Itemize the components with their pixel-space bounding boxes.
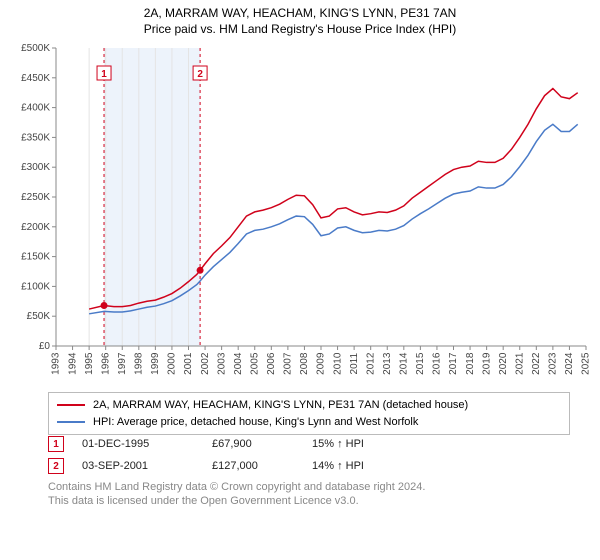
chart-svg: £0 £50K £100K £150K £200K £250K £300K £350K £400…: [8, 44, 592, 384]
svg-text:2002: 2002: [200, 352, 211, 375]
svg-text:£500K: £500K: [21, 44, 50, 54]
svg-text:1998: 1998: [134, 352, 145, 375]
svg-text:2000: 2000: [167, 352, 178, 375]
svg-text:£150K: £150K: [21, 252, 50, 263]
svg-text:2003: 2003: [216, 352, 227, 375]
svg-text:2017: 2017: [448, 352, 459, 375]
svg-text:2012: 2012: [365, 352, 376, 375]
sale-marker-2: 2: [48, 458, 64, 474]
svg-text:1997: 1997: [117, 352, 128, 375]
svg-text:2009: 2009: [316, 352, 327, 375]
legend-swatch-hpi: [57, 421, 85, 423]
svg-text:£0: £0: [39, 341, 51, 352]
sale-marker-1: 1: [48, 436, 64, 452]
svg-text:2013: 2013: [382, 352, 393, 375]
svg-text:1996: 1996: [100, 352, 111, 375]
svg-text:£250K: £250K: [21, 192, 50, 203]
title-line1: 2A, MARRAM WAY, HEACHAM, KING'S LYNN, PE…: [0, 6, 600, 22]
svg-text:£50K: £50K: [27, 311, 51, 322]
sale-row-2: 2 03-SEP-2001 £127,000 14% ↑ HPI: [48, 458, 432, 474]
legend-label-price-paid: 2A, MARRAM WAY, HEACHAM, KING'S LYNN, PE…: [93, 397, 468, 414]
svg-text:2022: 2022: [531, 352, 542, 375]
svg-text:1994: 1994: [67, 352, 78, 375]
svg-text:£300K: £300K: [21, 162, 50, 173]
svg-text:1995: 1995: [84, 352, 95, 375]
sale-date-1: 01-DEC-1995: [82, 438, 212, 450]
svg-text:2010: 2010: [332, 352, 343, 375]
legend-row-price-paid: 2A, MARRAM WAY, HEACHAM, KING'S LYNN, PE…: [57, 397, 561, 414]
sale-datapoints: 1 01-DEC-1995 £67,900 15% ↑ HPI 2 03-SEP…: [48, 436, 432, 480]
legend-row-hpi: HPI: Average price, detached house, King…: [57, 414, 561, 431]
svg-text:2005: 2005: [249, 352, 260, 375]
footer-text: Contains HM Land Registry data © Crown c…: [48, 480, 552, 509]
legend-swatch-price-paid: [57, 404, 85, 406]
chart-title: 2A, MARRAM WAY, HEACHAM, KING'S LYNN, PE…: [0, 0, 600, 37]
title-line2: Price paid vs. HM Land Registry's House …: [0, 22, 600, 38]
svg-text:2001: 2001: [183, 352, 194, 375]
svg-text:£400K: £400K: [21, 103, 50, 114]
sale-date-2: 03-SEP-2001: [82, 460, 212, 472]
svg-text:£450K: £450K: [21, 73, 50, 84]
chart-container: £0 £50K £100K £150K £200K £250K £300K £350K £400…: [8, 44, 592, 384]
svg-text:2025: 2025: [581, 352, 592, 375]
legend: 2A, MARRAM WAY, HEACHAM, KING'S LYNN, PE…: [48, 392, 570, 435]
svg-text:2006: 2006: [266, 352, 277, 375]
sale-pct-2: 14% ↑ HPI: [312, 460, 432, 472]
svg-text:2018: 2018: [465, 352, 476, 375]
sale-price-1: £67,900: [212, 438, 312, 450]
legend-label-hpi: HPI: Average price, detached house, King…: [93, 414, 418, 431]
svg-text:2007: 2007: [283, 352, 294, 375]
svg-text:2015: 2015: [415, 352, 426, 375]
svg-text:£100K: £100K: [21, 281, 50, 292]
svg-text:£200K: £200K: [21, 222, 50, 233]
svg-text:2011: 2011: [349, 353, 360, 375]
sale-pct-1: 15% ↑ HPI: [312, 438, 432, 450]
sale-row-1: 1 01-DEC-1995 £67,900 15% ↑ HPI: [48, 436, 432, 452]
svg-text:2023: 2023: [548, 352, 559, 375]
svg-text:2008: 2008: [299, 352, 310, 375]
footer-line2: This data is licensed under the Open Gov…: [48, 494, 552, 508]
svg-text:2021: 2021: [514, 352, 525, 375]
svg-text:1: 1: [101, 69, 107, 80]
svg-text:2019: 2019: [481, 352, 492, 375]
svg-text:2: 2: [197, 69, 203, 80]
svg-text:£350K: £350K: [21, 132, 50, 143]
svg-text:2020: 2020: [498, 352, 509, 375]
svg-text:2016: 2016: [432, 352, 443, 375]
svg-text:1993: 1993: [51, 352, 62, 375]
sale-price-2: £127,000: [212, 460, 312, 472]
footer-line1: Contains HM Land Registry data © Crown c…: [48, 480, 552, 494]
svg-text:1999: 1999: [150, 352, 161, 375]
svg-text:2014: 2014: [399, 352, 410, 375]
svg-text:2004: 2004: [233, 352, 244, 375]
svg-text:2024: 2024: [564, 352, 575, 375]
